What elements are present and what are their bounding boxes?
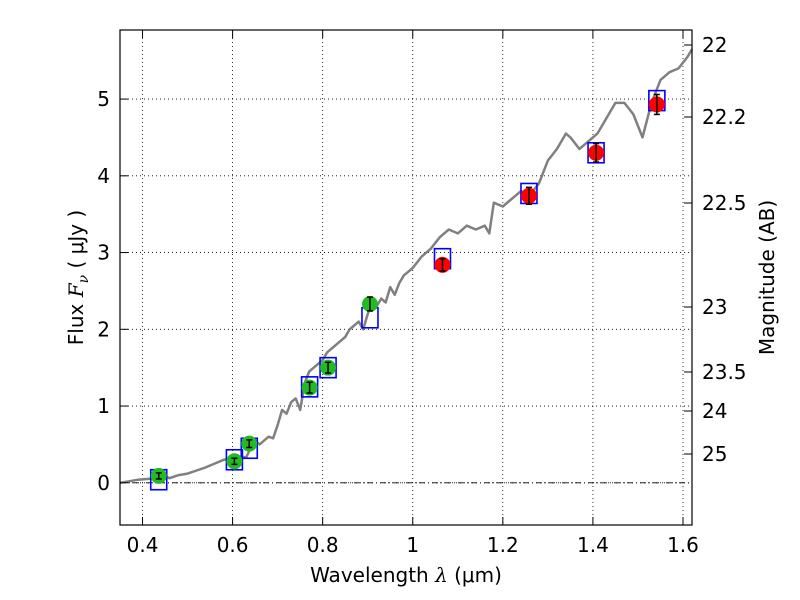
x-tick-label: 1.4 [577, 533, 609, 557]
y-tick-label: 1 [97, 394, 110, 418]
x-tick-label: 1.6 [667, 533, 699, 557]
x-tick-label: 0.4 [127, 533, 159, 557]
y2-tick-label: 22.2 [702, 105, 747, 129]
y-tick-label: 5 [97, 87, 110, 111]
y-axis-label: Flux Fν ( μJy ) [64, 210, 92, 345]
x-tick-label: 0.8 [307, 533, 339, 557]
y2-axis-label: Magnitude (AB) [755, 200, 779, 355]
y2-tick-label: 25 [702, 442, 727, 466]
plot-area [119, 48, 694, 491]
x-tick-label: 0.6 [217, 533, 249, 557]
model-spectrum-line [119, 48, 694, 485]
axis-ticks: 0.4 0.6 0.8 1 1.2 1.4 1.60123452222.222.52323.… [97, 30, 747, 557]
model-photometry-box [300, 376, 319, 398]
y-tick-label: 4 [97, 164, 110, 188]
y2-tick-label: 22.5 [702, 191, 747, 215]
y2-tick-label: 23.5 [702, 360, 747, 384]
x-tick-label: 1 [406, 533, 419, 557]
x-axis-label: Wavelength λ (μm) [310, 563, 502, 587]
grid-lines [120, 30, 692, 525]
y2-tick-label: 23 [702, 295, 727, 319]
plot-frame [119, 29, 693, 526]
y2-tick-label: 24 [702, 399, 727, 423]
y2-tick-label: 22 [702, 33, 727, 57]
y-tick-label: 2 [97, 317, 110, 341]
x-tick-label: 1.2 [487, 533, 519, 557]
model-photometry-box [225, 448, 244, 471]
y-tick-label: 0 [97, 471, 110, 495]
y-tick-label: 3 [97, 241, 110, 265]
